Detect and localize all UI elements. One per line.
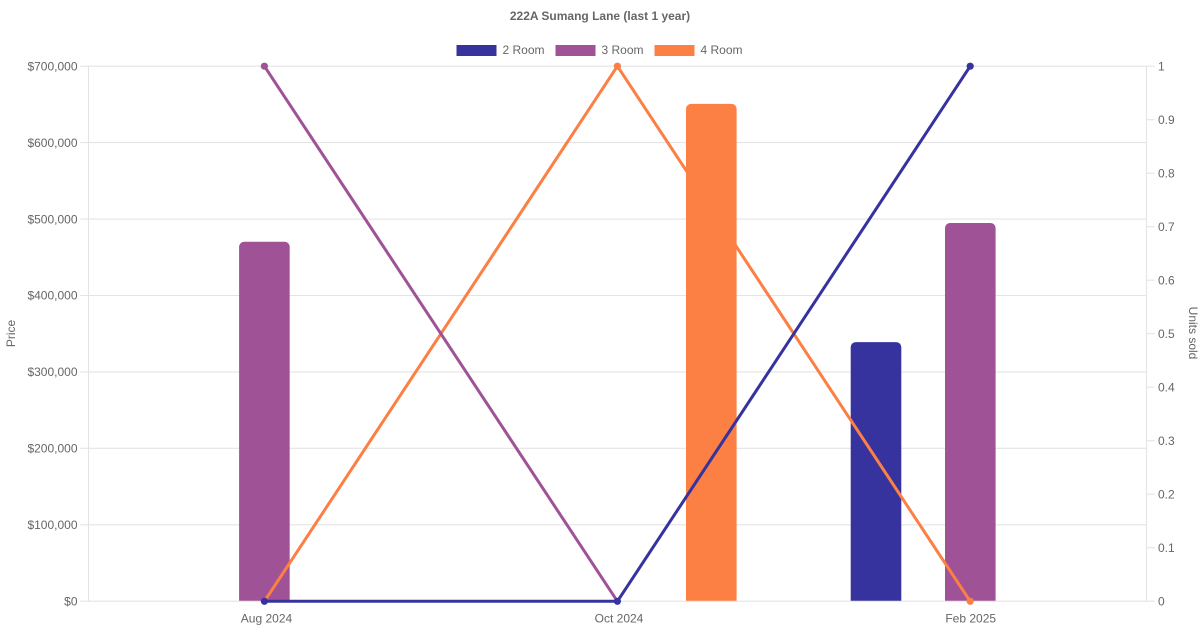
svg-text:0.8: 0.8 [1158,166,1175,180]
svg-text:Oct 2024: Oct 2024 [595,612,644,626]
svg-text:0.7: 0.7 [1158,220,1175,234]
svg-text:Price: Price [4,320,18,348]
svg-text:0: 0 [1158,594,1165,608]
svg-text:4 Room: 4 Room [701,43,743,57]
svg-text:0.6: 0.6 [1158,273,1175,287]
svg-text:0.5: 0.5 [1158,327,1175,341]
svg-text:0.3: 0.3 [1158,434,1175,448]
svg-text:$300,000: $300,000 [27,365,77,379]
svg-text:$700,000: $700,000 [27,59,77,73]
svg-text:0.9: 0.9 [1158,113,1175,127]
svg-text:$0: $0 [64,594,78,608]
svg-text:0.1: 0.1 [1158,541,1175,555]
svg-text:Feb 2025: Feb 2025 [945,612,996,626]
svg-text:0.2: 0.2 [1158,487,1175,501]
svg-text:$200,000: $200,000 [27,442,77,456]
svg-text:Aug 2024: Aug 2024 [241,612,293,626]
svg-text:Units sold: Units sold [1186,307,1200,360]
svg-text:$600,000: $600,000 [27,136,77,150]
svg-text:2 Room: 2 Room [503,43,545,57]
svg-text:222A Sumang Lane (last 1 year): 222A Sumang Lane (last 1 year) [510,9,690,23]
svg-text:$100,000: $100,000 [27,518,77,532]
svg-text:$400,000: $400,000 [27,289,77,303]
svg-text:3 Room: 3 Room [602,43,644,57]
svg-text:$500,000: $500,000 [27,212,77,226]
svg-text:1: 1 [1158,59,1165,73]
svg-text:0.4: 0.4 [1158,380,1175,394]
